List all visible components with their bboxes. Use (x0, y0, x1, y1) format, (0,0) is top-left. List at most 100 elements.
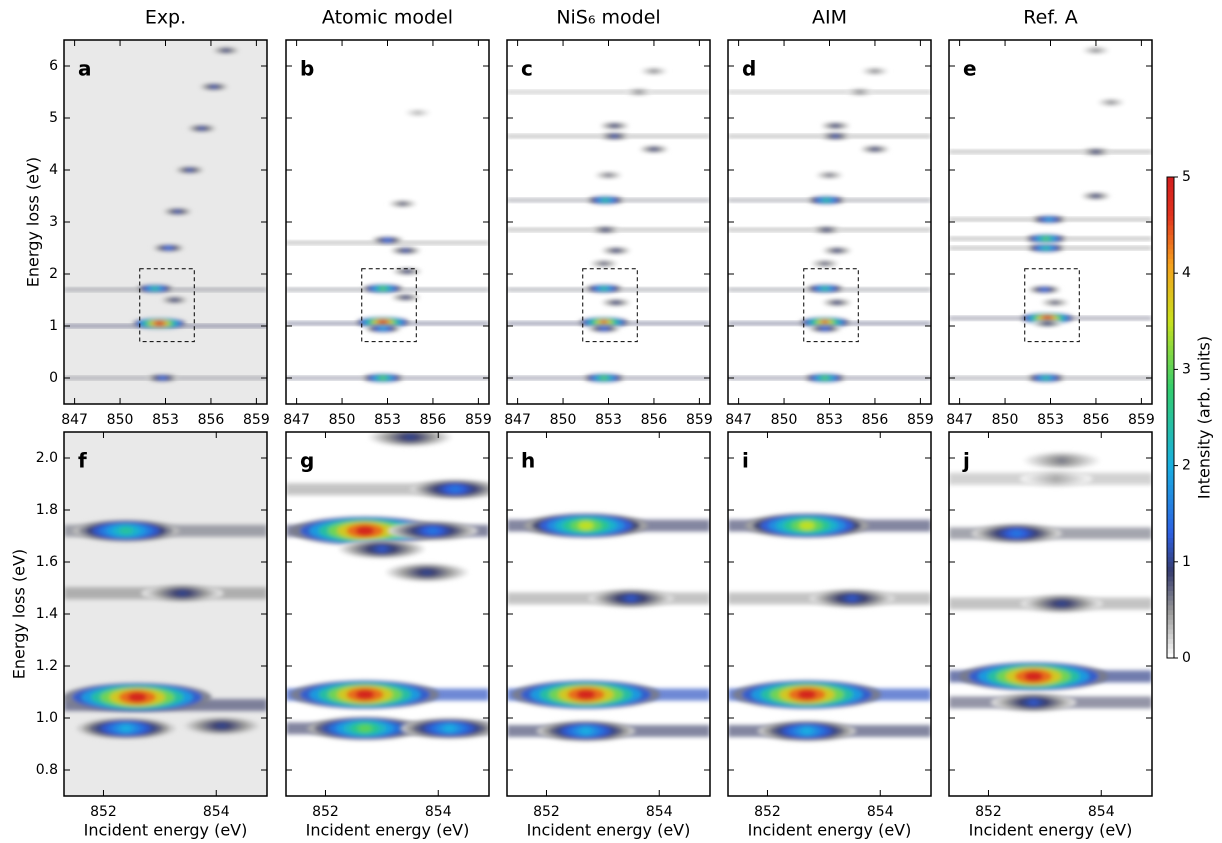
colorbar-segment (1167, 301, 1174, 308)
spot (159, 296, 190, 304)
panel-label: c (521, 57, 533, 81)
y-tick-label: 2 (49, 266, 58, 282)
colorbar-segment (1167, 224, 1174, 231)
colorbar-segment (1167, 296, 1174, 303)
colorbar-segment (1167, 426, 1174, 433)
colorbar-segment (1167, 571, 1174, 577)
y-tick-label: 6 (49, 58, 58, 74)
spot (599, 122, 630, 130)
spot (1097, 99, 1125, 106)
spot (536, 720, 636, 742)
spot (145, 374, 179, 382)
colorbar-segment (1167, 239, 1174, 245)
spot (624, 88, 653, 96)
spot-level (152, 287, 158, 290)
colorbar-segment (1167, 436, 1174, 442)
colorbar-segment (1167, 450, 1174, 457)
colorbar-tick-label: 1 (1182, 554, 1191, 570)
spot (390, 247, 422, 254)
x-tick-label: 853 (374, 412, 401, 428)
spot-level (1028, 699, 1039, 706)
colorbar-segment (1167, 205, 1174, 211)
panel-background (949, 432, 1152, 796)
spot-level (421, 569, 433, 576)
colorbar-segment (1167, 321, 1174, 327)
panel-label: d (742, 57, 756, 81)
zoom-box (582, 268, 638, 343)
spot-level (1056, 600, 1067, 607)
colorbar-segment (1167, 373, 1174, 380)
colorbar-segment (1167, 258, 1174, 264)
spot-level (166, 246, 171, 250)
y-tick-label: 4 (49, 162, 58, 178)
spot-level (601, 287, 607, 290)
spot (338, 539, 425, 559)
spot-level (824, 228, 829, 231)
spot (361, 284, 404, 293)
colorbar-segment (1167, 532, 1174, 539)
spot (524, 513, 648, 538)
spot-level (416, 111, 420, 114)
spot-level (824, 198, 829, 202)
x-tick-label: 852 (312, 804, 339, 820)
colorbar-segment (1167, 215, 1174, 221)
colorbar-segment (1167, 388, 1174, 394)
spot (745, 513, 869, 538)
colorbar-segment (1167, 556, 1174, 563)
spot (819, 132, 852, 140)
spot-level (379, 320, 387, 325)
colorbar-segment (1167, 551, 1174, 558)
colorbar-segment (1167, 604, 1174, 611)
spot (971, 523, 1063, 544)
spot (361, 373, 404, 383)
x-tick-label: 856 (420, 412, 447, 428)
spot (1020, 313, 1075, 324)
spot (594, 172, 623, 179)
spot (588, 589, 674, 608)
colorbar-segment (1167, 619, 1174, 625)
spot (385, 563, 469, 582)
spot-level (1109, 101, 1113, 104)
spot-level (1044, 316, 1051, 321)
spot-level (822, 287, 828, 290)
colorbar-segment (1167, 229, 1174, 236)
colorbar-segment (1167, 282, 1174, 288)
spot (810, 260, 840, 267)
colorbar-segment (1167, 393, 1174, 399)
spot (805, 284, 845, 293)
spot-level (380, 327, 386, 330)
x-tick-label: 856 (862, 412, 889, 428)
spot (390, 294, 421, 301)
spot (845, 88, 874, 96)
plot-area (286, 40, 489, 404)
spot-level (1043, 246, 1049, 250)
spot-level (357, 724, 373, 733)
spot-level (578, 521, 594, 530)
colorbar-segment (1167, 633, 1174, 640)
spot (822, 247, 853, 254)
panel-label: b (300, 57, 314, 81)
spot-level (603, 228, 608, 231)
spot (1040, 299, 1070, 306)
spot-level (404, 434, 416, 441)
x-tick-label: 856 (641, 412, 668, 428)
spot-level (612, 135, 617, 138)
spot (1032, 320, 1063, 327)
spot-level (1043, 376, 1049, 380)
spot (404, 109, 431, 116)
spot (590, 226, 621, 234)
spot-level (614, 249, 618, 252)
spot (990, 693, 1077, 712)
spot-level (380, 376, 386, 380)
plot-area (507, 40, 710, 404)
spot (808, 325, 842, 333)
colorbar-segment (1167, 200, 1174, 207)
panel-label: i (742, 449, 749, 473)
y-tick-label: 1.6 (36, 554, 58, 570)
spot-level (600, 320, 608, 325)
spot-level (1094, 150, 1098, 153)
spot-level (119, 724, 133, 733)
x-tick-label: 853 (816, 412, 843, 428)
spot-level (187, 168, 192, 172)
x-axis-label: Incident energy (eV) (748, 821, 912, 840)
